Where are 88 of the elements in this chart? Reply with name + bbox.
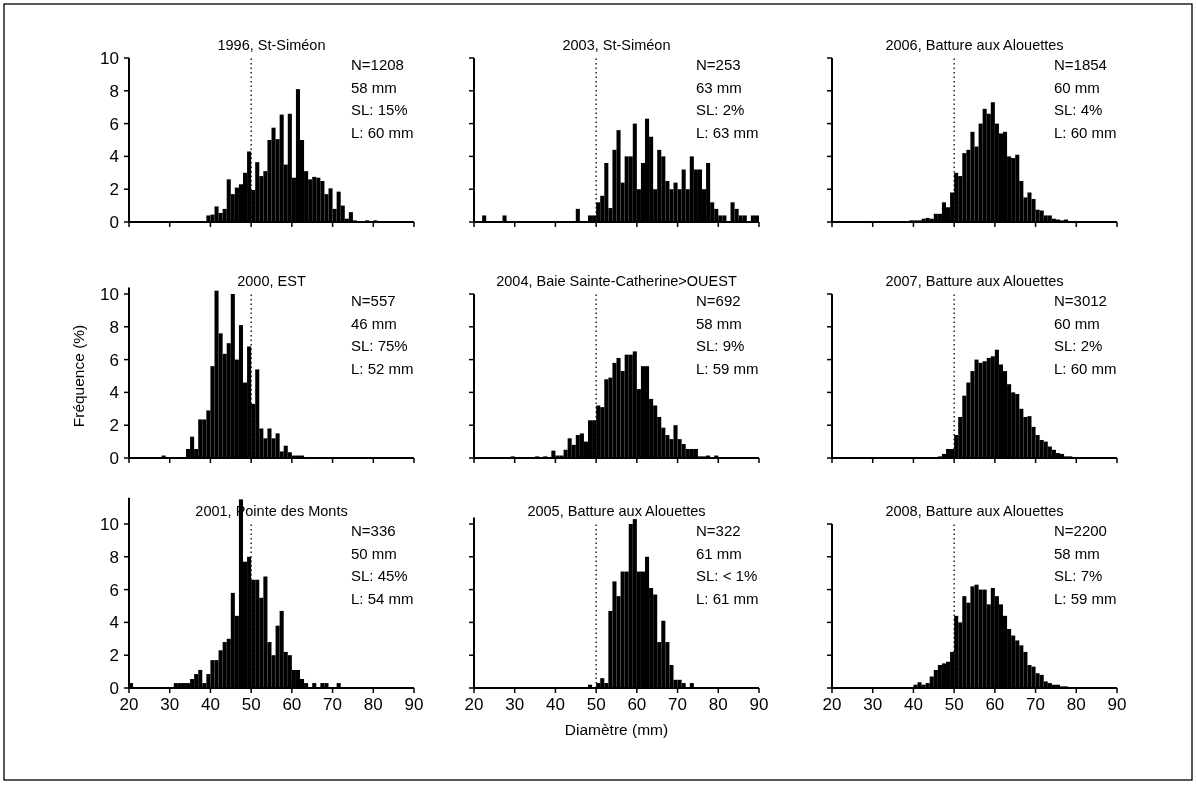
y-tick-label: 2 xyxy=(109,180,119,200)
y-tick-label: 2 xyxy=(109,646,119,666)
annotation: L: 52 mm xyxy=(351,359,414,377)
x-tick-label: 80 xyxy=(363,695,383,714)
y-tick-label: 0 xyxy=(109,679,119,698)
y-tick-label: 6 xyxy=(109,580,119,600)
y-tick-label: 6 xyxy=(109,114,119,134)
x-tick-label: 60 xyxy=(627,695,647,714)
annotation: 63 mm xyxy=(696,78,742,96)
annotation: SL: 7% xyxy=(1054,567,1103,584)
annotation: N=557 xyxy=(351,292,396,309)
x-tick-label: 80 xyxy=(708,695,728,714)
y-tick-label: 10 xyxy=(100,285,119,304)
annotation: SL: 4% xyxy=(1054,101,1103,118)
chart-title: 2003, St-Siméon xyxy=(562,37,671,53)
chart-title: 2004, Baie Sainte-Catherine>OUEST xyxy=(496,273,737,289)
annotation: L: 60 mm xyxy=(351,123,414,141)
annotation: SL: 2% xyxy=(696,101,745,118)
y-tick-label: 4 xyxy=(109,383,119,403)
x-tick-label: 20 xyxy=(464,695,484,714)
chart-title: 2007, Batture aux Alouettes xyxy=(885,273,1064,289)
annotation: N=1208 xyxy=(351,56,404,73)
annotation: SL: 9% xyxy=(696,337,745,354)
x-tick-label: 90 xyxy=(749,695,769,714)
x-tick-label: 60 xyxy=(282,695,302,714)
x-tick-label: 40 xyxy=(545,695,565,714)
x-tick-label: 50 xyxy=(586,695,606,714)
annotation: 60 mm xyxy=(1054,314,1100,332)
x-axis-title: Diamètre (mm) xyxy=(564,721,669,738)
annotation: N=253 xyxy=(696,56,741,73)
annotation: L: 61 mm xyxy=(696,589,759,607)
annotation: L: 59 mm xyxy=(696,359,759,377)
annotation: 58 mm xyxy=(1054,544,1100,562)
y-tick-label: 2 xyxy=(109,416,119,436)
annotation: N=322 xyxy=(696,522,741,539)
x-tick-label: 40 xyxy=(200,695,220,714)
y-tick-label: 8 xyxy=(109,317,119,337)
annotation: L: 59 mm xyxy=(1054,589,1117,607)
annotation: 58 mm xyxy=(351,78,397,96)
chart-title: 1996, St-Siméon xyxy=(217,37,326,53)
y-tick-label: 8 xyxy=(109,81,119,101)
annotation: N=3012 xyxy=(1054,292,1107,309)
annotation: 58 mm xyxy=(696,314,742,332)
x-tick-label: 60 xyxy=(985,695,1005,714)
x-tick-label: 20 xyxy=(119,695,139,714)
y-tick-label: 6 xyxy=(109,350,119,370)
annotation: L: 63 mm xyxy=(696,123,759,141)
x-tick-label: 90 xyxy=(404,695,424,714)
annotation: SL: 45% xyxy=(351,567,408,584)
x-tick-label: 30 xyxy=(505,695,525,714)
chart-title: 2005, Batture aux Alouettes xyxy=(527,503,706,519)
x-tick-label: 50 xyxy=(241,695,261,714)
x-tick-label: 30 xyxy=(863,695,883,714)
chart-title: 2000, EST xyxy=(237,273,306,289)
x-tick-label: 20 xyxy=(822,695,842,714)
chart-title: 2008, Batture aux Alouettes xyxy=(885,503,1064,519)
x-tick-label: 40 xyxy=(903,695,923,714)
annotation: N=2200 xyxy=(1054,522,1107,539)
x-tick-label: 70 xyxy=(323,695,343,714)
y-axis-title: Fréquence (%) xyxy=(70,324,87,428)
x-tick-label: 90 xyxy=(1107,695,1127,714)
y-tick-label: 0 xyxy=(109,449,119,468)
annotation: L: 54 mm xyxy=(351,589,414,607)
x-tick-label: 30 xyxy=(160,695,180,714)
annotation: 61 mm xyxy=(696,544,742,562)
y-tick-label: 10 xyxy=(100,515,119,534)
annotation: N=692 xyxy=(696,292,741,309)
y-tick-label: 0 xyxy=(109,213,119,232)
y-tick-label: 8 xyxy=(109,547,119,567)
x-tick-label: 70 xyxy=(668,695,688,714)
y-tick-label: 10 xyxy=(100,49,119,68)
annotation: 60 mm xyxy=(1054,78,1100,96)
y-tick-label: 4 xyxy=(109,147,119,167)
chart-title: 2006, Batture aux Alouettes xyxy=(885,37,1064,53)
x-tick-label: 50 xyxy=(944,695,964,714)
annotation: N=336 xyxy=(351,522,396,539)
annotation: 50 mm xyxy=(351,544,397,562)
annotation: SL: < 1% xyxy=(696,567,758,584)
annotation: SL: 2% xyxy=(1054,337,1103,354)
y-tick-label: 4 xyxy=(109,613,119,633)
annotation: L: 60 mm xyxy=(1054,359,1117,377)
annotation: N=1854 xyxy=(1054,56,1107,73)
annotation: SL: 75% xyxy=(351,337,408,354)
annotation: SL: 15% xyxy=(351,101,408,118)
x-tick-label: 80 xyxy=(1066,695,1086,714)
x-tick-label: 70 xyxy=(1026,695,1046,714)
annotation: 46 mm xyxy=(351,314,397,332)
annotation: L: 60 mm xyxy=(1054,123,1117,141)
